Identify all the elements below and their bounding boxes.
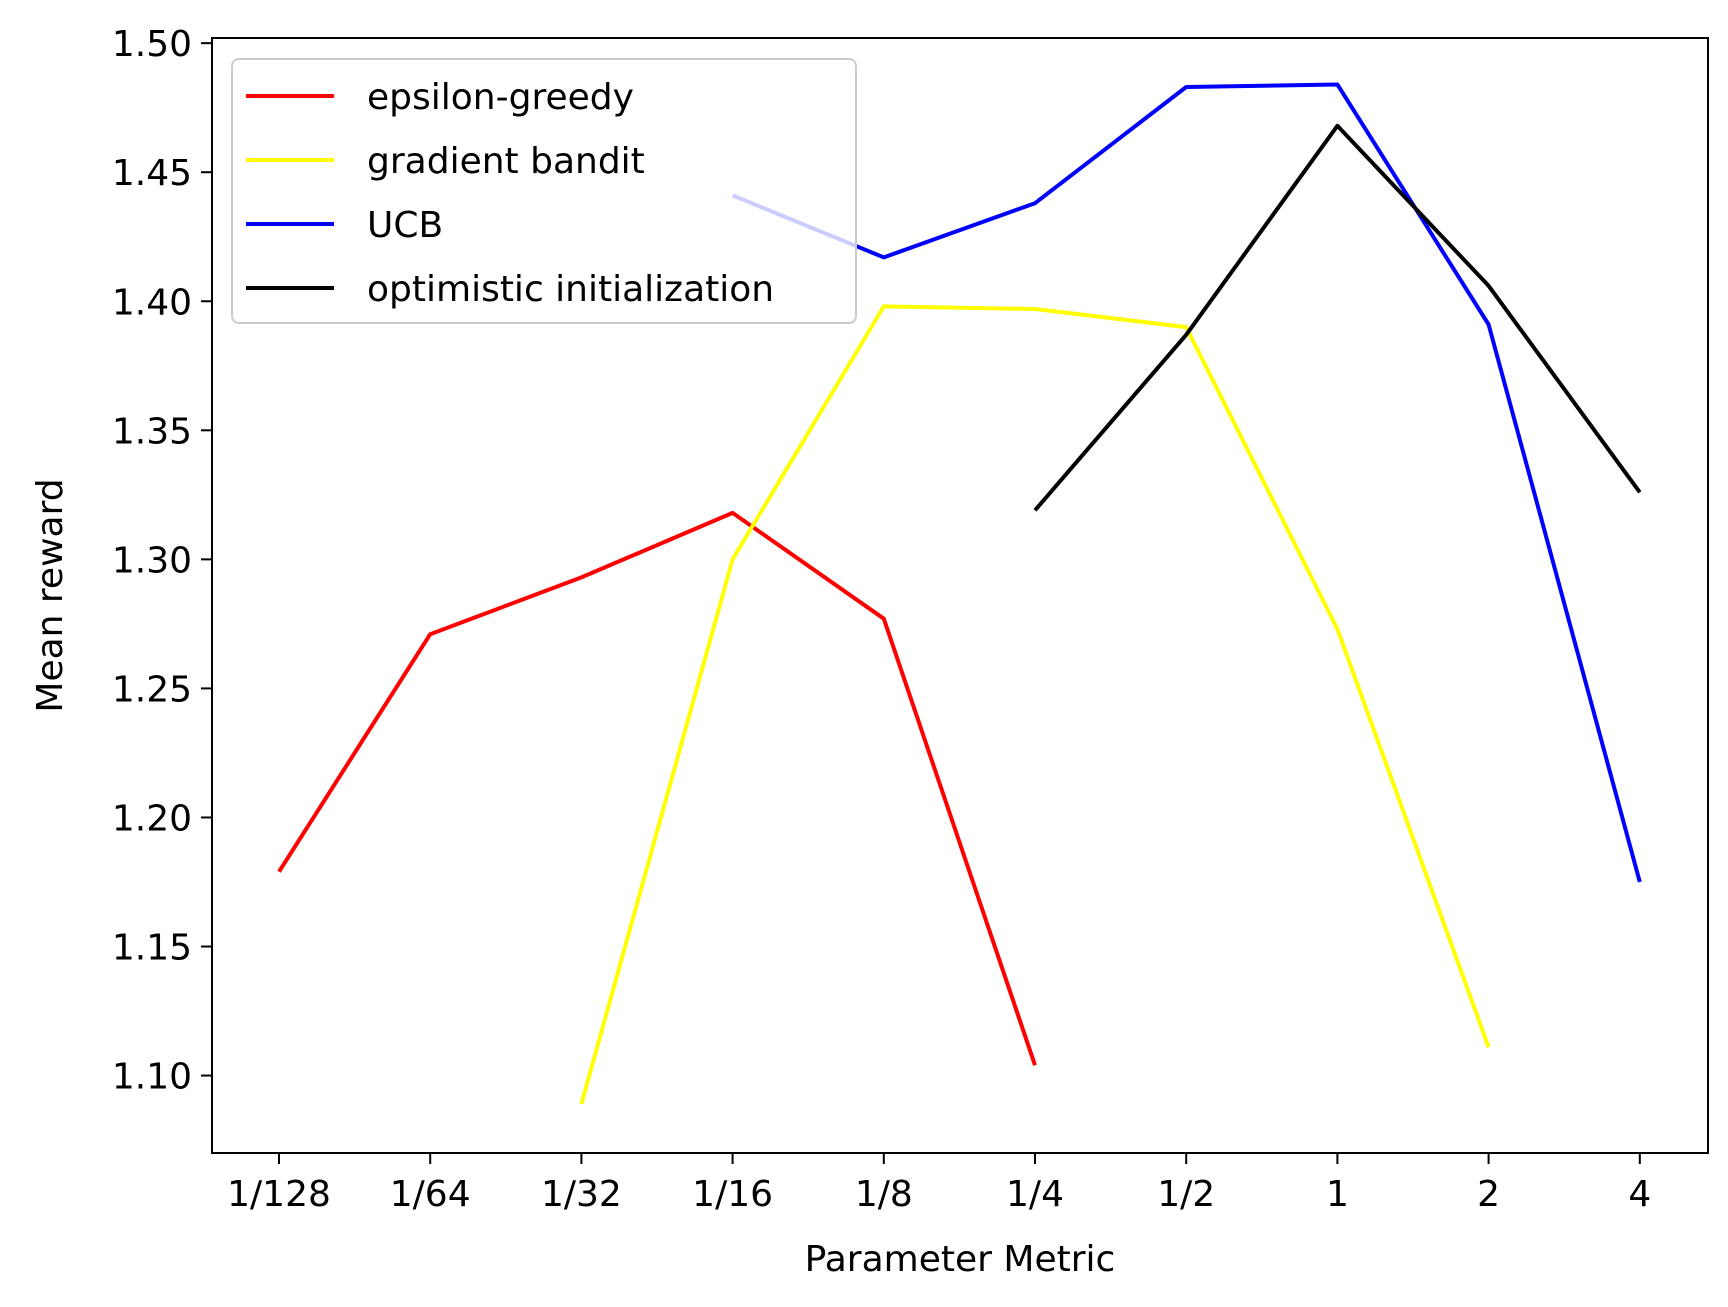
x-tick-label: 1 — [1326, 1174, 1349, 1215]
x-tick-label: 1/32 — [541, 1174, 622, 1215]
x-tick-label: 1/8 — [855, 1174, 913, 1215]
legend-label: gradient bandit — [367, 141, 645, 182]
x-tick-label: 4 — [1628, 1174, 1651, 1215]
y-tick-label: 1.20 — [112, 798, 192, 839]
legend-label: optimistic initialization — [367, 269, 774, 310]
legend: epsilon-greedy gradient bandit UCB optimist… — [231, 58, 857, 324]
plot-area — [211, 37, 1709, 1154]
legend-label: UCB — [367, 205, 443, 246]
x-axis: 1/128 1/64 1/32 1/16 1/8 1/4 1/2 1 2 4 — [227, 1153, 1651, 1215]
y-tick-label: 1.35 — [112, 411, 192, 452]
x-tick-label: 1/16 — [692, 1174, 773, 1215]
x-tick-label: 1/64 — [390, 1174, 471, 1215]
y-tick-label: 1.10 — [112, 1057, 192, 1098]
series-line-optimistic-initialization — [1033, 123, 1642, 512]
y-axis: 1.10 1.15 1.20 1.25 1.30 1.35 1.40 1.45 1.50 — [112, 24, 212, 1098]
y-tick-label: 1.45 — [112, 153, 192, 194]
series-line-epsilon-greedy — [277, 510, 1037, 1066]
series-line-UCB — [731, 82, 1642, 883]
y-tick-label: 1.30 — [112, 540, 192, 581]
series-line-gradient-bandit — [579, 304, 1491, 1105]
x-tick-label: 2 — [1477, 1174, 1500, 1215]
x-tick-label: 1/128 — [227, 1174, 331, 1215]
series-layer — [277, 82, 1642, 1105]
x-axis-label: Parameter Metric — [805, 1239, 1116, 1280]
x-tick-label: 1/2 — [1157, 1174, 1215, 1215]
legend-label: epsilon-greedy — [367, 77, 634, 118]
legend-box — [231, 58, 857, 324]
y-tick-label: 1.40 — [112, 282, 192, 323]
y-tick-label: 1.25 — [112, 669, 192, 710]
y-tick-label: 1.15 — [112, 928, 192, 969]
x-tick-label: 1/4 — [1006, 1174, 1064, 1215]
y-tick-label: 1.50 — [112, 24, 192, 65]
y-axis-label: Mean reward — [30, 478, 71, 712]
